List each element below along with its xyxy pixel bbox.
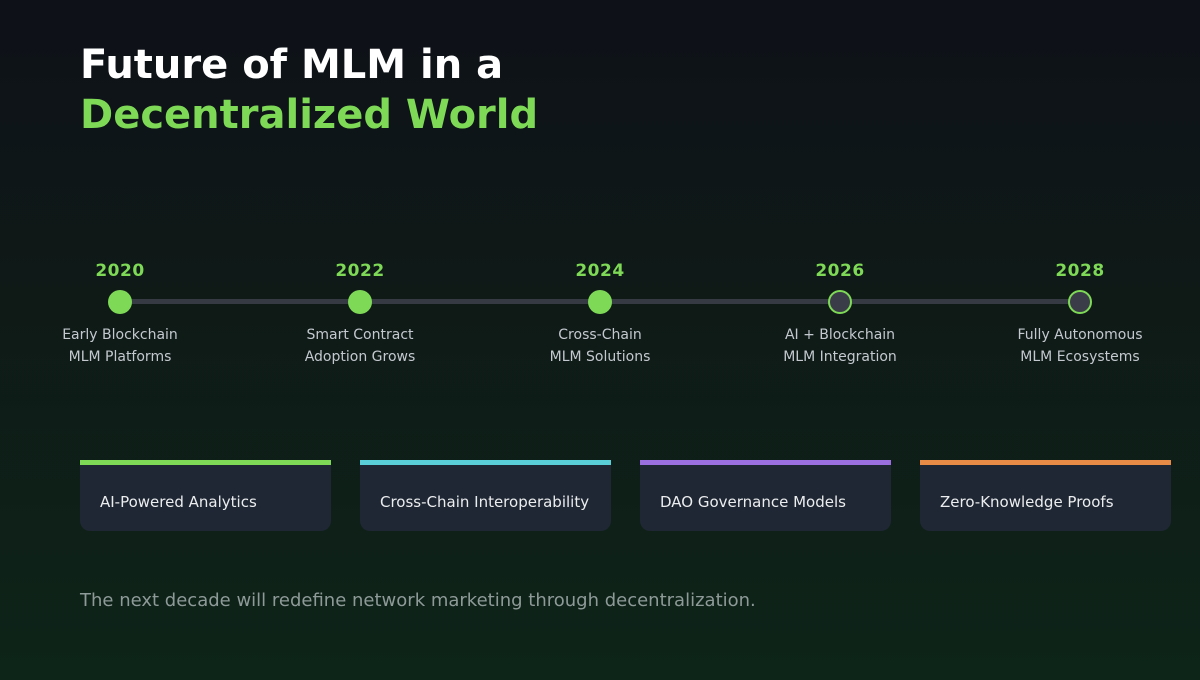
title-line-1: Future of MLM in a [80,42,504,88]
milestone-year: 2020 [95,261,145,281]
milestone-year: 2024 [575,261,625,281]
trend-card-ai-analytics: AI-Powered Analytics [80,460,331,531]
trend-card-dao-governance: DAO Governance Models [640,460,891,531]
milestone-desc-line2: Adoption Grows [304,349,416,365]
milestone-dot-completed [348,290,372,314]
milestone-dot-future [1068,290,1092,314]
footer-tagline: The next decade will redefine network ma… [80,590,756,611]
milestone-description: Early Blockchain MLM Platforms [20,324,220,368]
trend-card-cross-chain: Cross-Chain Interoperability [360,460,611,531]
milestone-2020: 2020 Early Blockchain MLM Platforms [20,258,220,368]
page-title: Future of MLM in a Decentralized World [80,40,538,140]
trend-card-label: Cross-Chain Interoperability [380,493,590,511]
milestone-2024: 2024 Cross-Chain MLM Solutions [500,258,700,368]
milestone-desc-line2: MLM Platforms [68,349,172,365]
milestone-description: Fully Autonomous MLM Ecosystems [980,324,1180,368]
milestone-year: 2028 [1055,261,1105,281]
trend-card-zero-knowledge: Zero-Knowledge Proofs [920,460,1171,531]
milestone-dot-completed [588,290,612,314]
milestone-desc-line1: Cross-Chain [558,327,642,343]
milestone-description: Smart Contract Adoption Grows [260,324,460,368]
timeline: 2020 Early Blockchain MLM Platforms 2022… [0,258,1200,378]
milestone-desc-line1: Fully Autonomous [1017,327,1143,343]
milestone-description: AI + Blockchain MLM Integration [740,324,940,368]
trend-card-label: DAO Governance Models [660,493,846,511]
milestone-year: 2022 [335,261,385,281]
milestone-2026: 2026 AI + Blockchain MLM Integration [740,258,940,368]
milestone-desc-line1: Smart Contract [306,327,414,343]
milestone-year: 2026 [815,261,865,281]
milestone-desc-line1: AI + Blockchain [784,327,896,343]
milestone-desc-line2: MLM Integration [783,349,897,365]
milestone-2028: 2028 Fully Autonomous MLM Ecosystems [980,258,1180,368]
title-line-2: Decentralized World [80,92,539,138]
milestone-desc-line1: Early Blockchain [62,327,178,343]
milestone-2022: 2022 Smart Contract Adoption Grows [260,258,460,368]
milestone-dot-future [828,290,852,314]
trend-card-label: AI-Powered Analytics [100,493,257,511]
milestone-description: Cross-Chain MLM Solutions [500,324,700,368]
milestone-desc-line2: MLM Solutions [549,349,651,365]
milestone-desc-line2: MLM Ecosystems [1020,349,1140,365]
milestone-dot-completed [108,290,132,314]
trend-card-label: Zero-Knowledge Proofs [940,493,1114,511]
